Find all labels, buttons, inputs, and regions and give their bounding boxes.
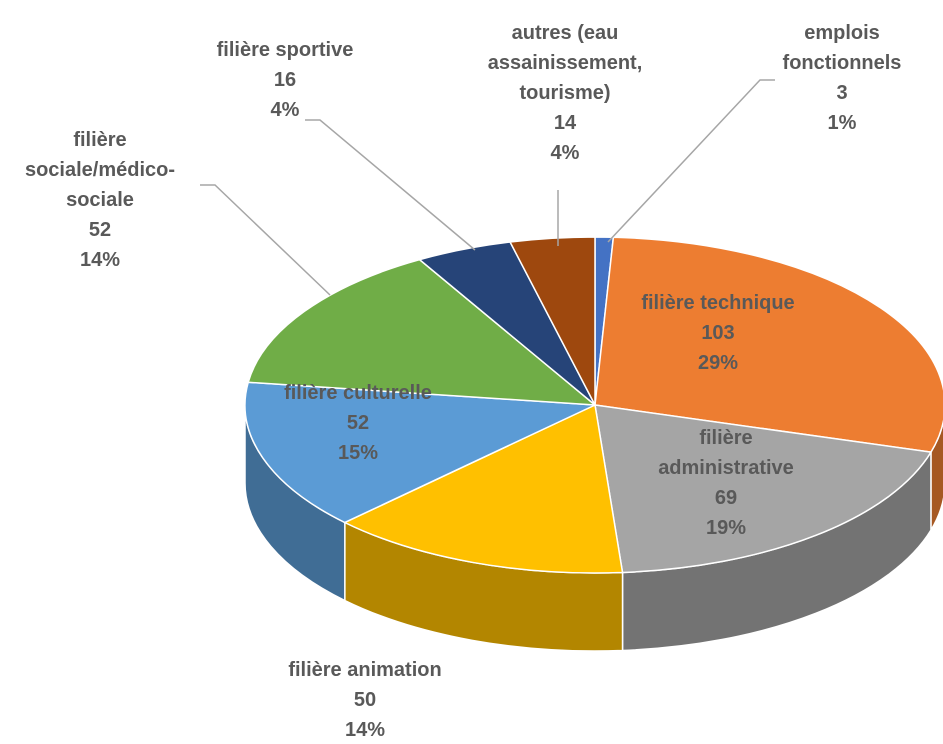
label-name: filière sociale/médico-sociale [24, 129, 176, 211]
slice [508, 236, 596, 406]
label-value: 14 [553, 112, 577, 134]
label-value: 52 [346, 412, 370, 434]
label-percent: 4% [550, 142, 580, 164]
label-name: emplois fonctionnels [782, 22, 902, 74]
label-name: filière sportive [216, 39, 354, 61]
data-label: filière animation 50 14% [255, 655, 475, 744]
slice [247, 258, 598, 406]
label-percent: 1% [827, 112, 857, 134]
slice [594, 236, 943, 453]
slice [594, 404, 933, 574]
data-label: filière sportive 16 4% [185, 35, 385, 125]
leader-line [305, 119, 476, 251]
label-name: filière technique [641, 292, 795, 314]
label-percent: 29% [697, 352, 739, 374]
data-label: filière technique 103 29% [618, 288, 818, 378]
label-value: 103 [701, 322, 735, 344]
data-label: filière sociale/médico-sociale 52 14% [13, 125, 188, 275]
label-name: autres (eau assainissement, tourisme) [487, 22, 643, 104]
leader-line [200, 184, 331, 296]
label-name: filière culturelle [284, 382, 432, 404]
label-percent: 14% [79, 249, 121, 271]
data-label: filière administrative 69 19% [641, 423, 811, 543]
label-value: 69 [714, 487, 738, 509]
slice [343, 403, 624, 574]
data-label: filière culturelle 52 15% [258, 378, 458, 468]
label-name: filière administrative [658, 427, 794, 479]
label-percent: 14% [344, 719, 386, 741]
data-label: emplois fonctionnels 3 1% [767, 18, 917, 138]
label-value: 50 [353, 689, 377, 711]
leader-line [607, 79, 775, 243]
label-value: 52 [88, 219, 112, 241]
label-percent: 19% [705, 517, 747, 539]
data-label: autres (eau assainissement, tourisme) 14 4… [470, 18, 660, 168]
slice [244, 381, 596, 524]
label-percent: 15% [337, 442, 379, 464]
label-name: filière animation [288, 659, 442, 681]
label-percent: 4% [270, 99, 300, 121]
label-value: 16 [273, 69, 297, 91]
label-value: 3 [836, 82, 848, 104]
